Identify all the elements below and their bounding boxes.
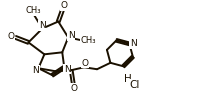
Text: O: O [7,32,14,41]
Text: Cl: Cl [130,80,140,90]
Text: O: O [61,1,68,10]
Text: N: N [68,31,75,40]
Text: O: O [71,84,78,93]
Text: CH₃: CH₃ [80,36,96,45]
Text: O: O [82,59,89,68]
Text: N: N [32,66,39,75]
Text: N: N [39,21,46,30]
Text: H: H [124,74,132,84]
Text: N: N [64,65,71,74]
Text: N: N [130,39,137,48]
Text: CH₃: CH₃ [26,6,41,15]
